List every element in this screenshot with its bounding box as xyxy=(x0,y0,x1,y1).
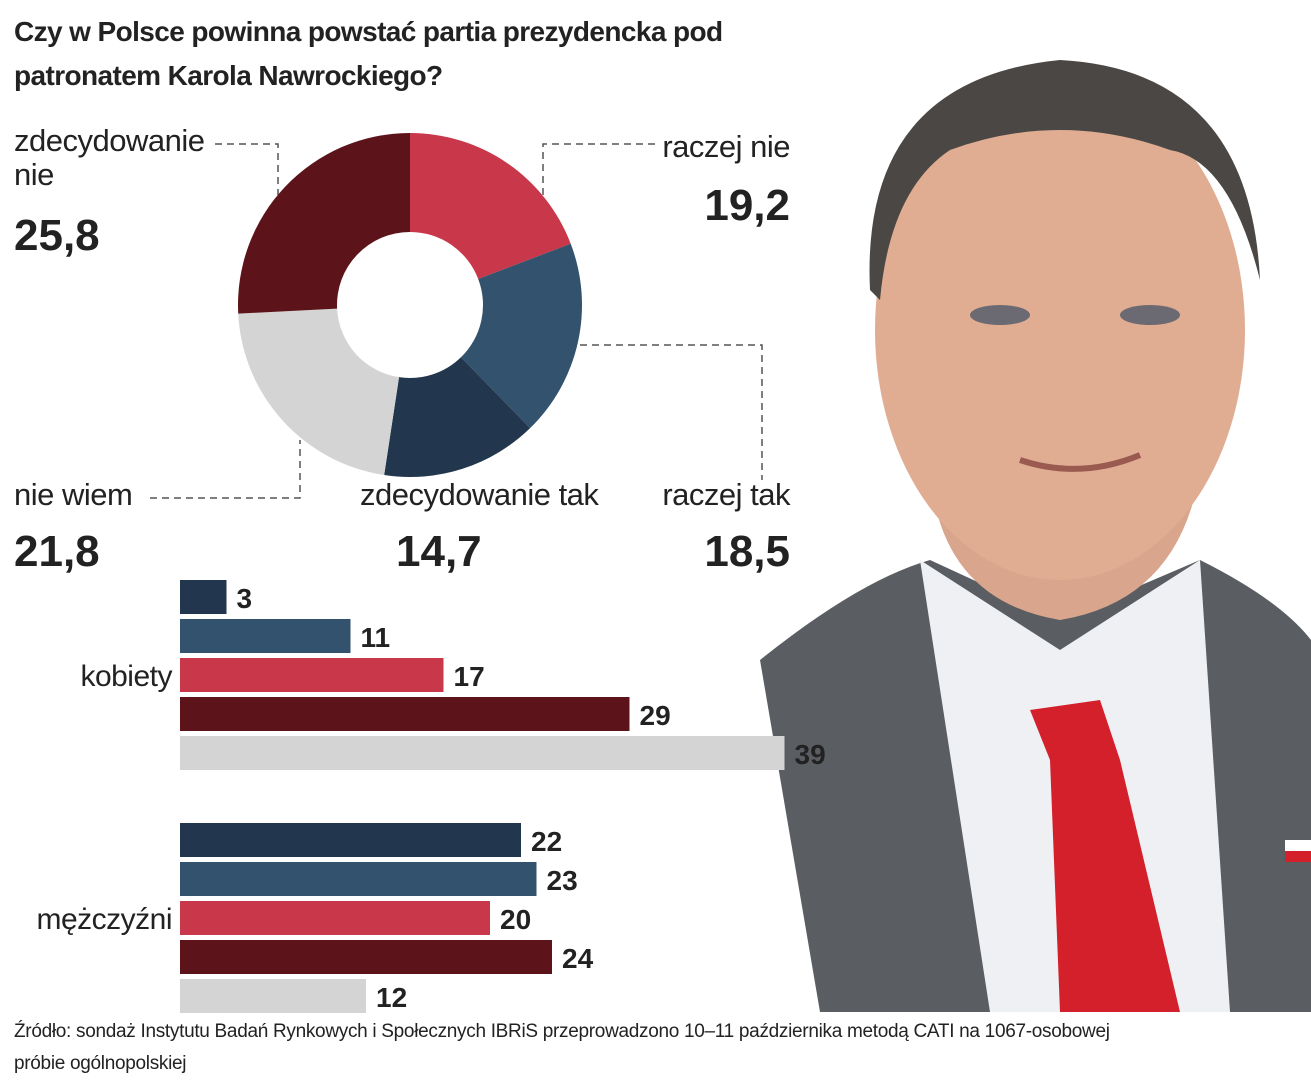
slice-label: zdecydowanie tak xyxy=(360,477,599,512)
donut-slice xyxy=(460,243,582,429)
bar-value: 20 xyxy=(500,904,532,935)
slice-label: raczej tak xyxy=(662,477,790,512)
bar-value: 24 xyxy=(562,943,594,974)
slice-value: 25,8 xyxy=(14,211,100,260)
category-label: mężczyźni xyxy=(36,903,172,936)
donut-slice xyxy=(238,308,400,476)
donut-slice xyxy=(237,133,410,314)
bar-value: 22 xyxy=(531,826,563,857)
slice-label: zdecydowanie nie xyxy=(14,123,205,193)
photo xyxy=(760,60,1311,1012)
source: Źródło: sondaż Instytutu Badań Rynkowych… xyxy=(14,1021,1110,1074)
leader-lines xyxy=(150,143,763,499)
bar xyxy=(180,862,537,896)
slice-value: 18,5 xyxy=(704,527,790,576)
bar xyxy=(180,940,552,974)
slice-value: 21,8 xyxy=(14,527,100,576)
bar xyxy=(180,901,490,935)
bar-value: 29 xyxy=(639,700,671,731)
donut-slice xyxy=(384,357,531,478)
slice-value: 14,7 xyxy=(396,527,482,576)
bar xyxy=(180,619,351,653)
slice-value: 19,2 xyxy=(704,181,790,230)
title: Czy w Polsce powinna powstać partia prez… xyxy=(14,16,723,91)
bar-value: 39 xyxy=(794,739,826,770)
bar-value: 11 xyxy=(360,622,391,653)
bar xyxy=(180,979,366,1013)
donut-slice xyxy=(410,133,571,279)
bar-value: 12 xyxy=(376,982,408,1013)
bar xyxy=(180,580,227,614)
bar xyxy=(180,697,630,731)
bar-value: 17 xyxy=(453,661,485,692)
bar xyxy=(180,736,785,770)
bar xyxy=(180,823,521,857)
slice-label: nie wiem xyxy=(14,477,133,512)
slice-label: raczej nie xyxy=(662,129,790,164)
bar xyxy=(180,658,444,692)
category-label: kobiety xyxy=(80,660,172,693)
bar-value: 23 xyxy=(546,865,578,896)
bar-value: 3 xyxy=(236,583,253,614)
